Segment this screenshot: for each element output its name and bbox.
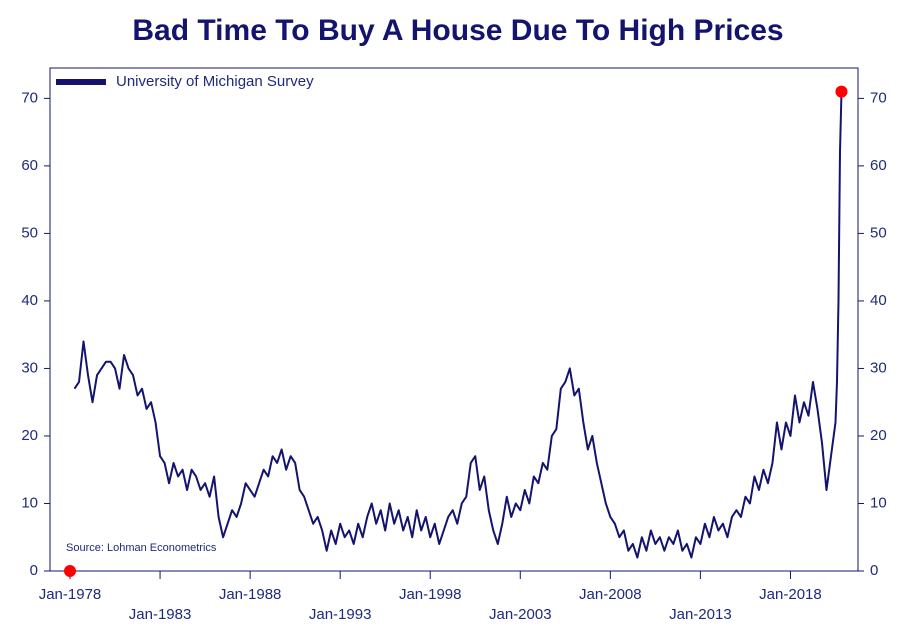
highlight-point: [835, 85, 848, 98]
y-tick-label: 50: [21, 224, 38, 241]
y2-tick-label: 20: [870, 427, 887, 444]
x-tick-label: Jan-2018: [759, 586, 822, 603]
x-tick-label: Jan-2013: [669, 606, 732, 623]
y-tick-label: 0: [30, 562, 38, 579]
x-tick-label: Jan-1988: [219, 586, 282, 603]
y-tick-label: 40: [21, 292, 38, 309]
y2-tick-label: 0: [870, 562, 878, 579]
y-tick-label: 10: [21, 494, 38, 511]
y2-tick-label: 10: [870, 494, 887, 511]
source-note: Source: Lohman Econometrics: [66, 542, 217, 554]
y2-tick-label: 40: [870, 292, 887, 309]
y-tick-label: 60: [21, 157, 38, 174]
x-tick-label: Jan-2008: [579, 586, 642, 603]
x-tick-label: Jan-1993: [309, 606, 372, 623]
y2-tick-label: 50: [870, 224, 887, 241]
y2-tick-label: 70: [870, 89, 887, 106]
data-line: [73, 91, 843, 559]
chart-title: Bad Time To Buy A House Due To High Pric…: [132, 14, 783, 47]
highlight-point: [64, 565, 76, 577]
plot-frame: [49, 67, 859, 572]
y-tick-label: 20: [21, 427, 38, 444]
legend-label: University of Michigan Survey: [116, 73, 314, 90]
x-tick-label: Jan-2003: [489, 606, 552, 623]
x-tick-label: Jan-1978: [39, 586, 102, 603]
y2-tick-label: 30: [870, 359, 887, 376]
y-tick-label: 70: [21, 89, 38, 106]
x-tick-label: Jan-1983: [129, 606, 192, 623]
y-tick-label: 30: [21, 359, 38, 376]
x-tick-label: Jan-1998: [399, 586, 462, 603]
y2-tick-label: 60: [870, 157, 887, 174]
